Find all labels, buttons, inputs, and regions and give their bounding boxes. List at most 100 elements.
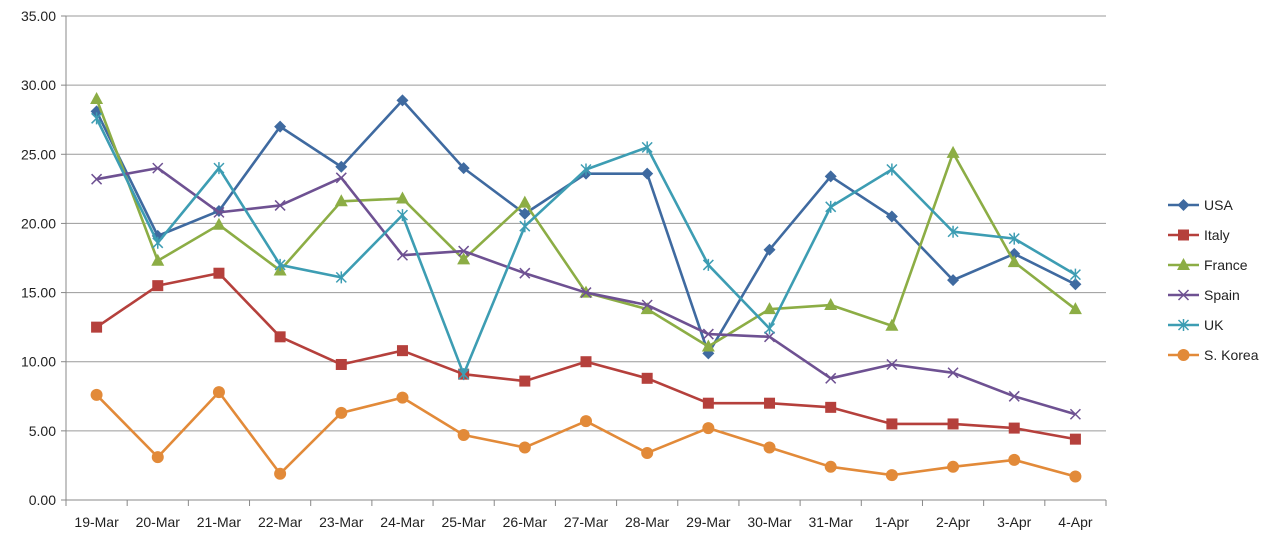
data-point xyxy=(518,441,531,454)
data-point xyxy=(213,162,225,175)
legend: USA Italy France Spain UK S. Korea xyxy=(1168,197,1259,363)
data-point xyxy=(580,287,592,299)
legend-label: S. Korea xyxy=(1204,347,1259,363)
data-point xyxy=(580,163,592,176)
legend-label: Spain xyxy=(1204,287,1240,303)
legend-marker xyxy=(1177,258,1190,270)
y-tick-label: 20.00 xyxy=(21,215,56,231)
data-point xyxy=(825,200,837,213)
data-point xyxy=(1008,247,1021,260)
data-point xyxy=(947,367,959,379)
data-point xyxy=(1069,408,1081,420)
data-point xyxy=(1008,453,1021,466)
legend-marker xyxy=(1177,289,1190,301)
data-point xyxy=(396,249,409,261)
data-point xyxy=(580,415,592,428)
series-france xyxy=(90,91,1082,352)
x-tick-label: 3-Apr xyxy=(997,514,1032,530)
data-point xyxy=(274,120,287,133)
data-point xyxy=(640,302,654,315)
data-point xyxy=(702,422,715,435)
data-point xyxy=(885,318,899,331)
data-point xyxy=(886,163,898,176)
data-point xyxy=(641,446,654,459)
data-point xyxy=(1069,268,1081,281)
x-tick-label: 25-Mar xyxy=(441,514,486,530)
data-point xyxy=(518,207,531,220)
legend-item: France xyxy=(1168,257,1248,273)
data-point xyxy=(274,199,286,211)
data-point xyxy=(763,441,776,454)
legend-label: France xyxy=(1204,257,1248,273)
y-tick-label: 5.00 xyxy=(29,423,56,439)
data-point xyxy=(274,258,286,271)
data-point xyxy=(152,280,164,292)
series-spain xyxy=(91,162,1081,420)
data-point xyxy=(947,225,959,238)
y-tick-label: 0.00 xyxy=(29,492,56,508)
data-point xyxy=(91,173,103,185)
data-point xyxy=(457,252,471,265)
data-point xyxy=(396,94,409,107)
y-tick-label: 25.00 xyxy=(21,146,56,162)
data-point xyxy=(885,469,898,482)
legend-label: UK xyxy=(1204,317,1224,333)
series-line xyxy=(95,390,1076,478)
data-point xyxy=(335,271,347,284)
y-tick-label: 30.00 xyxy=(21,77,56,93)
data-point xyxy=(641,167,654,180)
x-tick-label: 2-Apr xyxy=(936,514,971,530)
data-point xyxy=(151,451,164,464)
data-point xyxy=(518,195,532,208)
series-usa xyxy=(90,94,1082,360)
data-point xyxy=(151,253,165,266)
data-point xyxy=(91,321,103,333)
data-point xyxy=(274,467,287,480)
series-line xyxy=(95,99,1076,355)
series-line xyxy=(95,98,1077,348)
data-point xyxy=(90,388,103,401)
data-point xyxy=(763,302,777,315)
data-point xyxy=(152,236,164,249)
data-point xyxy=(886,418,898,430)
data-point xyxy=(702,328,714,340)
data-point xyxy=(946,145,960,158)
data-point xyxy=(519,220,531,233)
data-point xyxy=(152,162,164,174)
data-point xyxy=(580,356,592,368)
data-point xyxy=(1008,232,1020,245)
series-line xyxy=(95,271,1076,441)
axes xyxy=(61,15,1107,506)
data-point xyxy=(641,299,653,311)
x-tick-label: 21-Mar xyxy=(197,514,242,530)
data-point xyxy=(825,401,837,413)
x-tick-label: 22-Mar xyxy=(258,514,303,530)
data-point xyxy=(335,160,348,173)
legend-item: Italy xyxy=(1168,227,1230,243)
legend-label: Italy xyxy=(1204,227,1230,243)
data-point xyxy=(764,397,776,409)
legend-marker xyxy=(1177,199,1190,211)
legend-label: USA xyxy=(1204,197,1233,213)
x-axis-tick-labels: 19-Mar 20-Mar 21-Mar 22-Mar 23-Mar 24-Mar 25-M… xyxy=(74,514,1092,530)
data-point xyxy=(947,274,960,287)
x-tick-label: 31-Mar xyxy=(809,514,854,530)
data-point xyxy=(701,339,715,352)
data-point xyxy=(1007,255,1021,268)
y-tick-label: 35.00 xyxy=(21,8,56,24)
data-point xyxy=(947,460,960,473)
y-tick-label: 15.00 xyxy=(21,285,56,301)
legend-item: UK xyxy=(1168,317,1224,333)
data-point xyxy=(519,375,531,387)
data-point xyxy=(90,91,104,104)
legend-item: USA xyxy=(1168,197,1233,213)
x-tick-label: 27-Mar xyxy=(564,514,609,530)
x-tick-label: 23-Mar xyxy=(319,514,364,530)
data-point xyxy=(824,170,837,183)
x-tick-label: 20-Mar xyxy=(136,514,181,530)
data-point xyxy=(212,386,225,399)
data-point xyxy=(519,267,531,279)
data-point xyxy=(212,217,226,230)
data-point xyxy=(213,267,225,279)
